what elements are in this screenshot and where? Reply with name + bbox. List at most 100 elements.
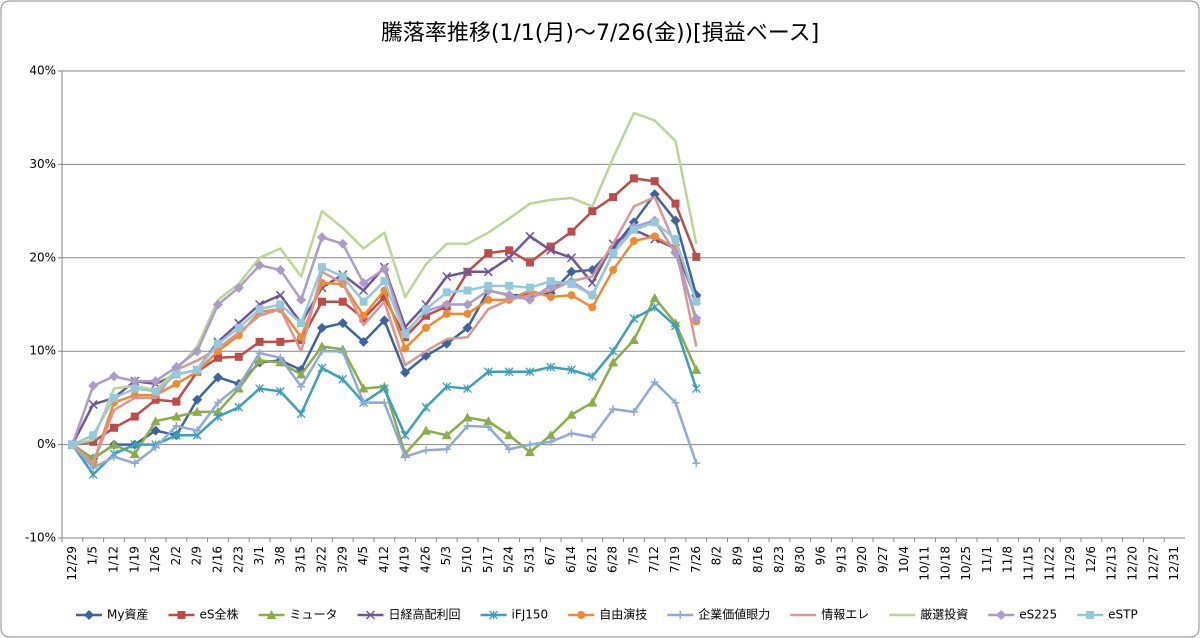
marker: [275, 264, 286, 275]
marker: [233, 282, 244, 293]
x-tick-label: 9/27: [876, 546, 890, 573]
marker: [401, 452, 410, 461]
marker: [212, 372, 223, 383]
marker: [484, 422, 493, 431]
marker: [150, 425, 161, 436]
marker: [671, 199, 680, 208]
x-tick-label: 5/31: [522, 546, 536, 573]
marker: [421, 446, 430, 455]
chart-title: 騰落率推移(1/1(月)〜7/26(金))[損益ベース]: [381, 21, 819, 46]
marker: [546, 362, 556, 372]
x-tick-label: 6/21: [585, 546, 599, 573]
marker: [525, 367, 535, 377]
x-tick-label: 5/24: [502, 546, 516, 573]
marker: [266, 610, 277, 619]
marker: [524, 294, 535, 305]
legend-entry: 日経高配利回: [357, 607, 461, 622]
marker: [338, 297, 347, 306]
marker: [577, 611, 586, 619]
marker: [566, 253, 577, 263]
marker: [463, 309, 472, 318]
x-tick-label: 11/1: [980, 546, 994, 573]
marker: [650, 378, 659, 387]
legend-label: My資産: [107, 607, 148, 622]
x-tick-label: 6/14: [564, 546, 578, 573]
marker: [608, 346, 618, 356]
marker: [89, 437, 98, 446]
marker: [213, 353, 222, 362]
marker: [193, 426, 202, 435]
marker: [192, 394, 203, 405]
x-tick-label: 12/27: [1146, 546, 1160, 581]
marker: [400, 367, 411, 378]
marker: [130, 384, 139, 393]
marker: [489, 610, 498, 620]
marker: [442, 382, 452, 392]
marker: [130, 412, 139, 421]
x-tick-label: 9/13: [834, 546, 848, 573]
marker: [629, 236, 638, 245]
marker: [421, 323, 430, 332]
marker: [421, 305, 430, 314]
legend-label: eSTP: [1108, 608, 1138, 622]
marker: [359, 311, 368, 320]
marker: [109, 393, 118, 402]
x-tick-label: 8/9: [730, 546, 744, 565]
x-tick-label: 12/31: [1167, 546, 1181, 581]
marker: [463, 384, 472, 394]
marker: [88, 399, 98, 409]
legend-label: 企業価値眼力: [698, 607, 770, 622]
marker: [545, 430, 556, 440]
marker: [1086, 611, 1095, 619]
marker: [317, 347, 326, 356]
marker: [379, 315, 390, 326]
marker: [567, 279, 576, 288]
marker: [172, 379, 181, 388]
marker: [380, 293, 389, 302]
marker: [171, 362, 182, 373]
marker: [84, 610, 94, 620]
marker: [628, 334, 639, 344]
marker: [358, 336, 369, 347]
marker: [380, 398, 389, 407]
marker: [692, 297, 701, 306]
marker: [442, 288, 451, 297]
marker: [441, 430, 452, 440]
x-tick-label: 2/23: [231, 546, 245, 573]
marker: [587, 371, 597, 381]
x-tick-label: 5/3: [439, 546, 453, 565]
marker: [525, 231, 535, 241]
marker: [629, 314, 639, 323]
marker: [130, 459, 139, 468]
x-tick-label: 10/4: [897, 546, 911, 573]
marker: [505, 445, 514, 454]
marker: [338, 347, 347, 356]
x-tick-label: 11/15: [1022, 546, 1036, 581]
marker: [650, 302, 660, 312]
marker: [649, 189, 660, 200]
marker: [316, 341, 327, 351]
x-tick-label: 3/29: [335, 546, 349, 573]
legend-label: 日経高配利回: [389, 607, 461, 622]
marker: [365, 610, 376, 620]
marker: [588, 207, 597, 216]
marker: [359, 285, 369, 296]
marker: [691, 313, 702, 324]
marker: [275, 357, 286, 367]
marker: [567, 429, 576, 438]
legend-entry: 厳選投資: [889, 607, 968, 622]
marker: [421, 402, 431, 412]
marker: [296, 369, 307, 379]
y-tick-label: 40%: [29, 64, 56, 78]
marker: [483, 416, 494, 426]
y-tick-label: 20%: [29, 250, 56, 264]
marker: [671, 321, 680, 331]
x-tick-label: 12/13: [1105, 546, 1119, 581]
marker: [213, 339, 222, 348]
marker: [566, 409, 577, 419]
x-tick-label: 1/5: [86, 546, 100, 565]
marker: [629, 225, 638, 234]
y-tick-label: 30%: [29, 157, 56, 171]
x-tick-label: 11/8: [1001, 546, 1015, 573]
marker: [546, 242, 555, 251]
